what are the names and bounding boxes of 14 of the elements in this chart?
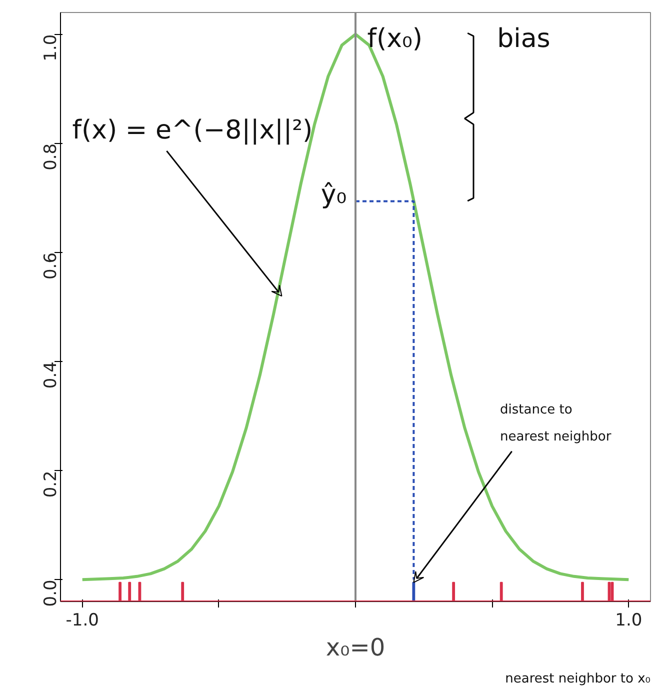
y-tick-label: 0.4 xyxy=(41,362,61,389)
x-tick-label: -1.0 xyxy=(66,610,99,630)
y-tick-label: 0.0 xyxy=(41,580,61,607)
y-tick-label: 0.2 xyxy=(41,470,61,498)
annotation: ŷ₀ xyxy=(320,180,347,210)
x-axis-title: x₀=0 xyxy=(326,634,386,662)
y-tick-label: 0.8 xyxy=(41,143,61,170)
annotation: bias xyxy=(497,24,550,54)
y-tick-label: 1.0 xyxy=(41,34,61,62)
annotation: f(x) = e^(−8||x||²) xyxy=(72,115,313,146)
y-tick-label: 0.6 xyxy=(41,252,61,280)
annotation: distance to nearest neighbor xyxy=(500,402,612,445)
annotation: f(x₀) xyxy=(367,24,423,54)
text: nearest neighbor to x₀ xyxy=(505,672,650,686)
